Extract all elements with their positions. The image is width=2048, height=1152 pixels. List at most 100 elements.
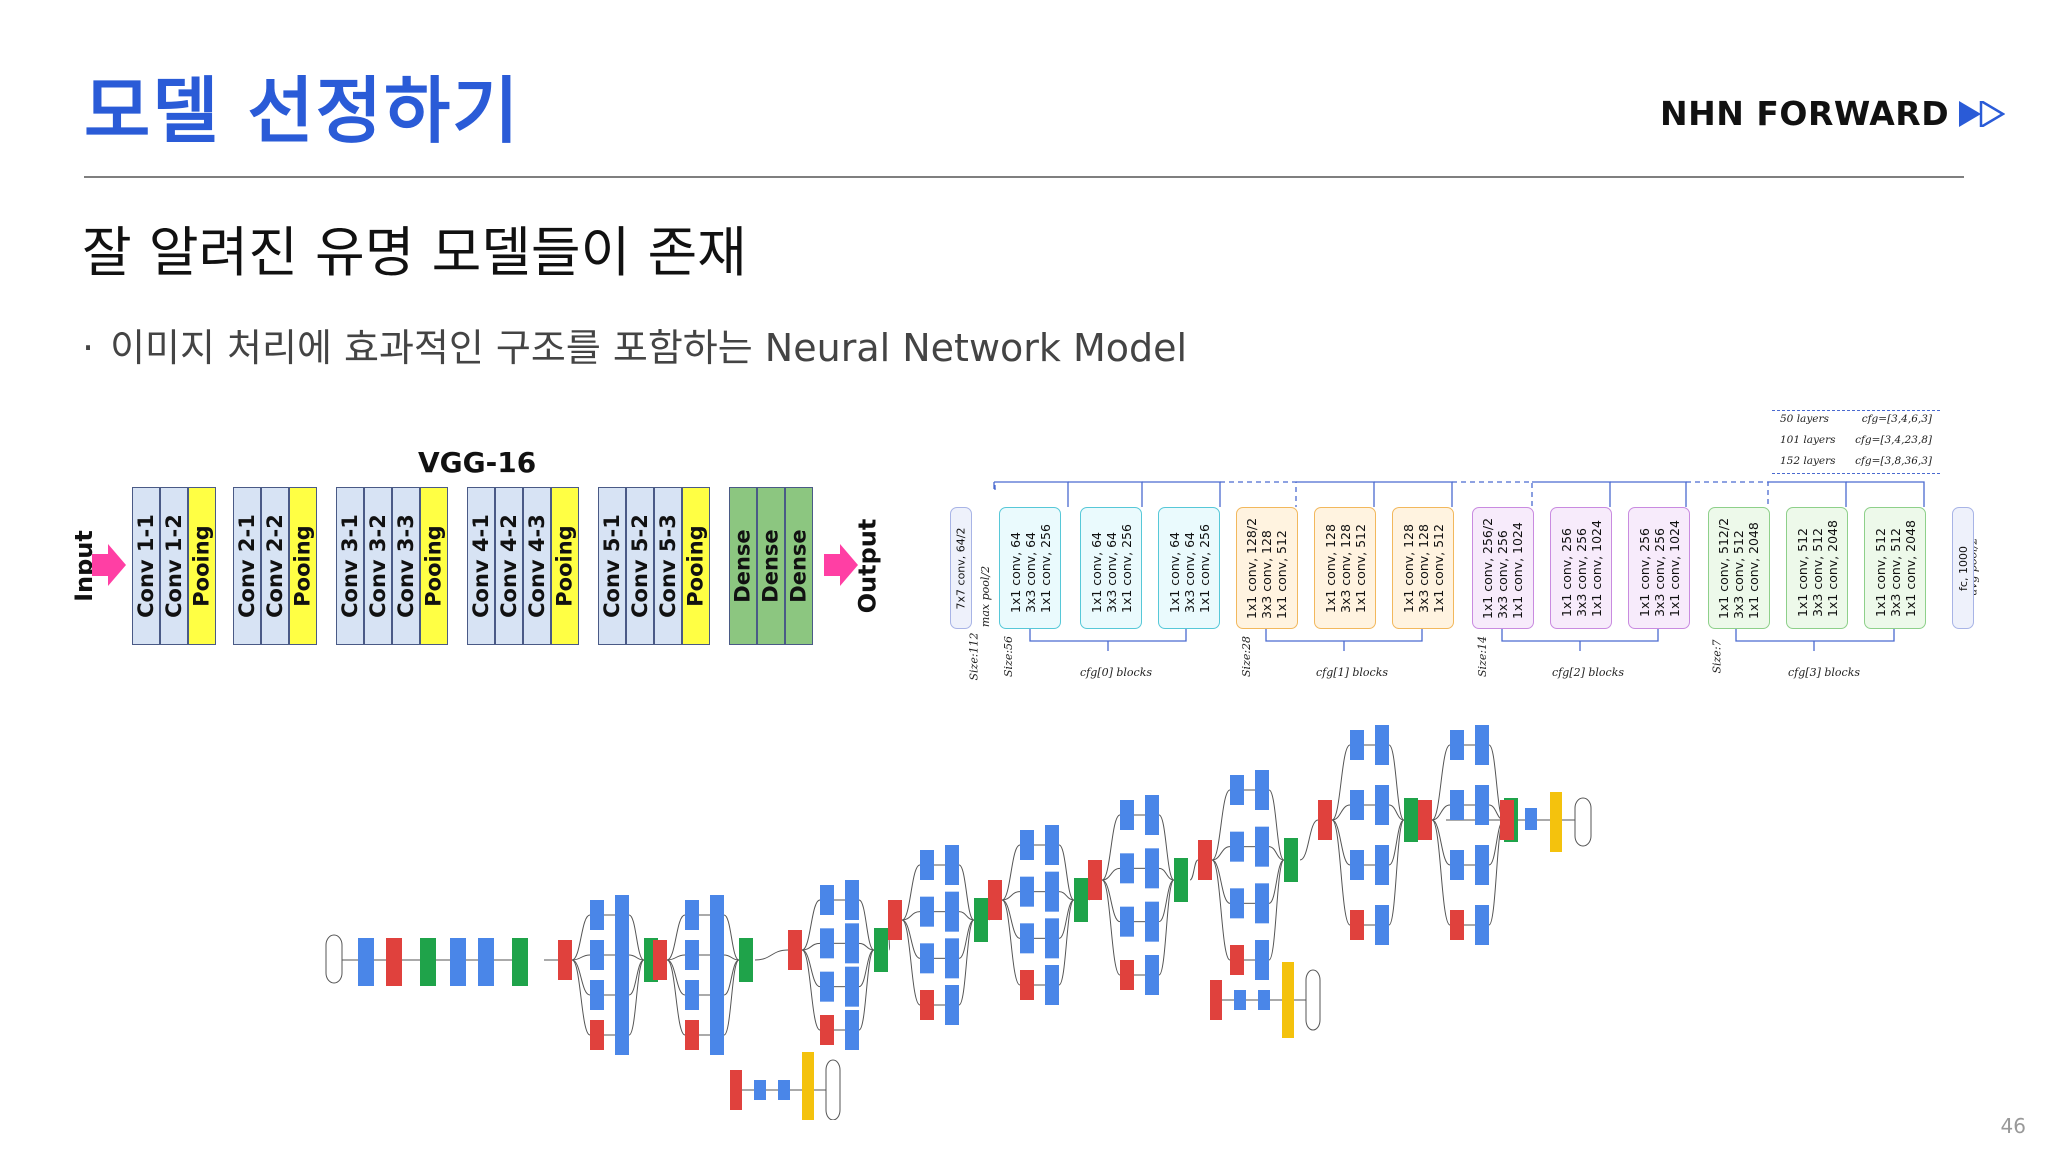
googlenet-aux-fc — [754, 1080, 766, 1100]
vgg-layer: Conv 2-1 — [233, 487, 261, 645]
graph-edge — [1268, 859, 1285, 961]
resnet-size-label: Size:56 — [1002, 635, 1016, 678]
googlenet-concat — [874, 928, 888, 972]
graph-edge — [1001, 844, 1021, 901]
googlenet-branch-b — [1475, 905, 1489, 945]
graph-edge — [1431, 744, 1451, 821]
vgg-layer: Conv 3-3 — [392, 487, 420, 645]
vgg-layer: Pooing — [682, 487, 710, 645]
googlenet-layer — [450, 938, 466, 986]
graph-edge — [858, 899, 875, 951]
graph-edge — [958, 919, 975, 959]
graph-edge — [1001, 899, 1021, 939]
output-arrow-icon — [824, 544, 858, 586]
googlenet-branch-b — [845, 1010, 859, 1050]
googlenet-aux-softmax — [802, 1052, 814, 1120]
googlenet-branch-b — [710, 895, 724, 935]
googlenet-branch-b — [1255, 940, 1269, 980]
resnet-cfg-table: 50 layers cfg=[3,4,6,3] 101 layers cfg=[3,… — [1772, 410, 1940, 474]
googlenet-branch-a — [1350, 790, 1364, 820]
graph-edge — [1331, 819, 1351, 926]
vgg-layer: Dense — [785, 487, 813, 645]
resnet-block: 1x1 conv, 256/2 3x3 conv, 256 1x1 conv, … — [1472, 507, 1534, 629]
resnet-block: 1x1 conv, 128 3x3 conv, 128 1x1 conv, 51… — [1314, 507, 1376, 629]
googlenet-pool — [988, 880, 1002, 920]
googlenet-concat — [1404, 798, 1418, 842]
graph-edge — [901, 919, 921, 959]
vgg-layer: Conv 5-3 — [654, 487, 682, 645]
resnet-block: 1x1 conv, 512/2 3x3 conv, 512 1x1 conv, … — [1708, 507, 1770, 629]
googlenet-branch-a — [820, 1015, 834, 1045]
googlenet-pool — [1088, 860, 1102, 900]
graph-edge — [1101, 814, 1121, 881]
graph-edge — [571, 959, 591, 996]
section-subtitle: 잘 알려진 유명 모델들이 존재 — [82, 221, 747, 284]
graph-edge — [666, 914, 686, 961]
graph-edge — [723, 959, 740, 996]
graph-edge — [1189, 859, 1199, 881]
googlenet-pool — [653, 940, 667, 980]
googlenet-branch-b — [1375, 785, 1389, 825]
googlenet-branch-b — [710, 1015, 724, 1055]
vgg-layer: Conv 3-2 — [364, 487, 392, 645]
googlenet-branch-a — [1450, 790, 1464, 820]
graph-edge — [1211, 846, 1231, 861]
resnet-block: 1x1 conv, 64 3x3 conv, 64 1x1 conv, 256 — [1080, 507, 1142, 629]
graph-edge — [1211, 859, 1231, 904]
graph-edge — [628, 959, 645, 996]
input-arrow-icon — [92, 544, 126, 586]
googlenet-branch-b — [615, 975, 629, 1015]
graph-edge — [1431, 819, 1451, 866]
googlenet-branch-a — [920, 850, 934, 880]
googlenet-concat — [1174, 858, 1188, 902]
googlenet-concat — [1074, 878, 1088, 922]
vgg-layer: Pooing — [420, 487, 448, 645]
googlenet-branch-a — [920, 896, 934, 927]
graph-edge — [628, 954, 645, 961]
graph-edge — [1101, 879, 1121, 976]
googlenet-branch-b — [1255, 770, 1269, 810]
googlenet-branch-a — [590, 940, 604, 970]
graph-edge — [1268, 846, 1285, 861]
graph-edge — [1001, 891, 1021, 901]
googlenet-layer — [386, 938, 402, 986]
googlenet-concat — [974, 898, 988, 942]
graph-edge — [1331, 804, 1351, 821]
vgg-layer: Pooing — [188, 487, 216, 645]
vgg-layer: Conv 5-1 — [598, 487, 626, 645]
googlenet-concat — [1284, 838, 1298, 882]
googlenet-branch-b — [1475, 725, 1489, 765]
googlenet-branch-b — [1475, 845, 1489, 885]
vgg-layer: Dense — [729, 487, 757, 645]
page-number: 46 — [2000, 1114, 2026, 1138]
graph-edge — [858, 949, 875, 988]
graph-edge — [1431, 804, 1451, 821]
googlenet-branch-b — [1475, 785, 1489, 825]
graph-edge — [628, 959, 645, 1036]
graph-edge — [1331, 744, 1351, 821]
graph-edge — [723, 954, 740, 961]
vgg-layer: Conv 4-1 — [467, 487, 495, 645]
graph-edge — [723, 914, 740, 961]
resnet-size-label: Size:7 — [1710, 639, 1724, 674]
graph-edge — [723, 959, 740, 1036]
googlenet-aux-fc — [778, 1080, 790, 1100]
googlenet-layer — [420, 938, 436, 986]
googlenet-diagram — [325, 725, 1592, 1120]
graph-edge — [666, 959, 686, 996]
googlenet-branch-b — [710, 935, 724, 975]
graph-edge — [901, 911, 921, 921]
googlenet-branch-a — [685, 940, 699, 970]
vgg-layer: Pooing — [551, 487, 579, 645]
resnet-block: 1x1 conv, 256 3x3 conv, 256 1x1 conv, 10… — [1550, 507, 1612, 629]
googlenet-branch-a — [1230, 831, 1244, 862]
graph-edge — [901, 919, 921, 1006]
graph-edge — [1158, 814, 1175, 881]
googlenet-concat — [739, 938, 753, 982]
graph-edge — [958, 864, 975, 921]
brand-logo: NHN FORWARD — [1660, 94, 2006, 133]
googlenet-branch-b — [710, 975, 724, 1015]
googlenet-pool — [1198, 840, 1212, 880]
graph-edge — [1101, 867, 1121, 881]
graph-edge — [666, 954, 686, 961]
